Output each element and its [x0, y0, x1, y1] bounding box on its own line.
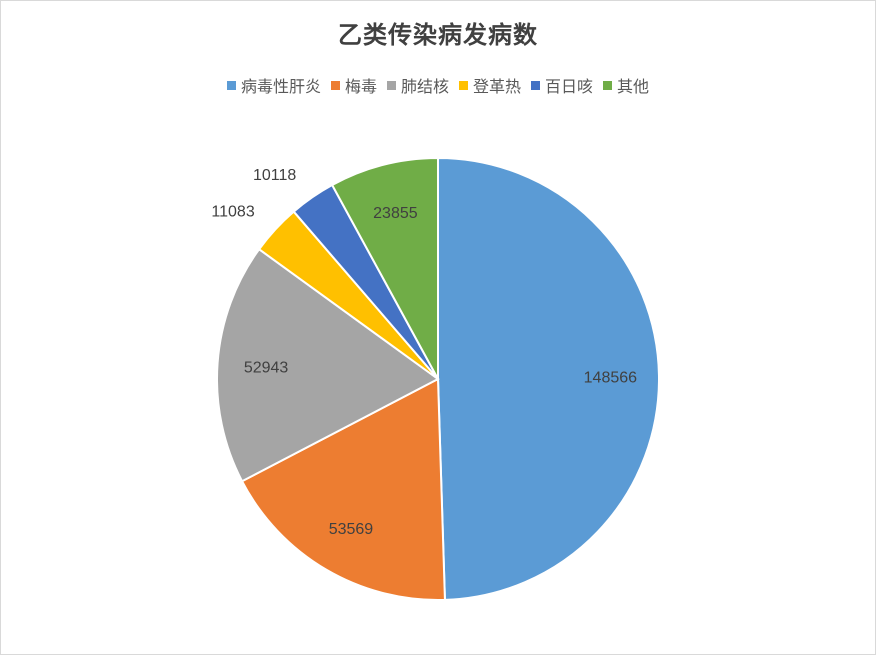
- legend-item: 梅毒: [330, 73, 377, 97]
- legend-swatch: [603, 80, 613, 90]
- chart-title: 乙类传染病发病数: [338, 21, 538, 49]
- pie-slice: [437, 156, 660, 601]
- legend-label: 肺结核: [400, 77, 449, 96]
- pie-slice: [216, 247, 440, 483]
- legend-label: 病毒性肝炎: [240, 77, 321, 96]
- data-label: 148566: [584, 369, 637, 386]
- chart-legend: 病毒性肝炎 梅毒 肺结核 登革热 百日咳 其他: [1, 73, 875, 97]
- data-label: 23855: [373, 205, 418, 222]
- legend-swatch: [531, 80, 541, 90]
- legend-item: 百日咳: [531, 73, 593, 97]
- legend-swatch: [386, 80, 396, 90]
- legend-label: 梅毒: [344, 77, 377, 96]
- data-label: 10118: [253, 167, 296, 184]
- pie-slice: [330, 156, 439, 380]
- pie-slice: [240, 377, 446, 601]
- data-label: 52943: [244, 359, 289, 376]
- legend-swatch: [330, 80, 340, 90]
- legend-item: 肺结核: [386, 73, 449, 97]
- legend-item: 病毒性肝炎: [226, 73, 321, 97]
- legend-label: 登革热: [473, 77, 522, 96]
- legend-item: 其他: [603, 73, 649, 97]
- data-label: 11083: [211, 203, 254, 220]
- data-label: 53569: [329, 521, 374, 538]
- legend-label: 其他: [617, 77, 650, 96]
- legend-label: 百日咳: [545, 77, 594, 96]
- legend-swatch: [459, 80, 468, 90]
- legend-item: 登革热: [459, 73, 521, 97]
- legend-swatch: [226, 80, 236, 90]
